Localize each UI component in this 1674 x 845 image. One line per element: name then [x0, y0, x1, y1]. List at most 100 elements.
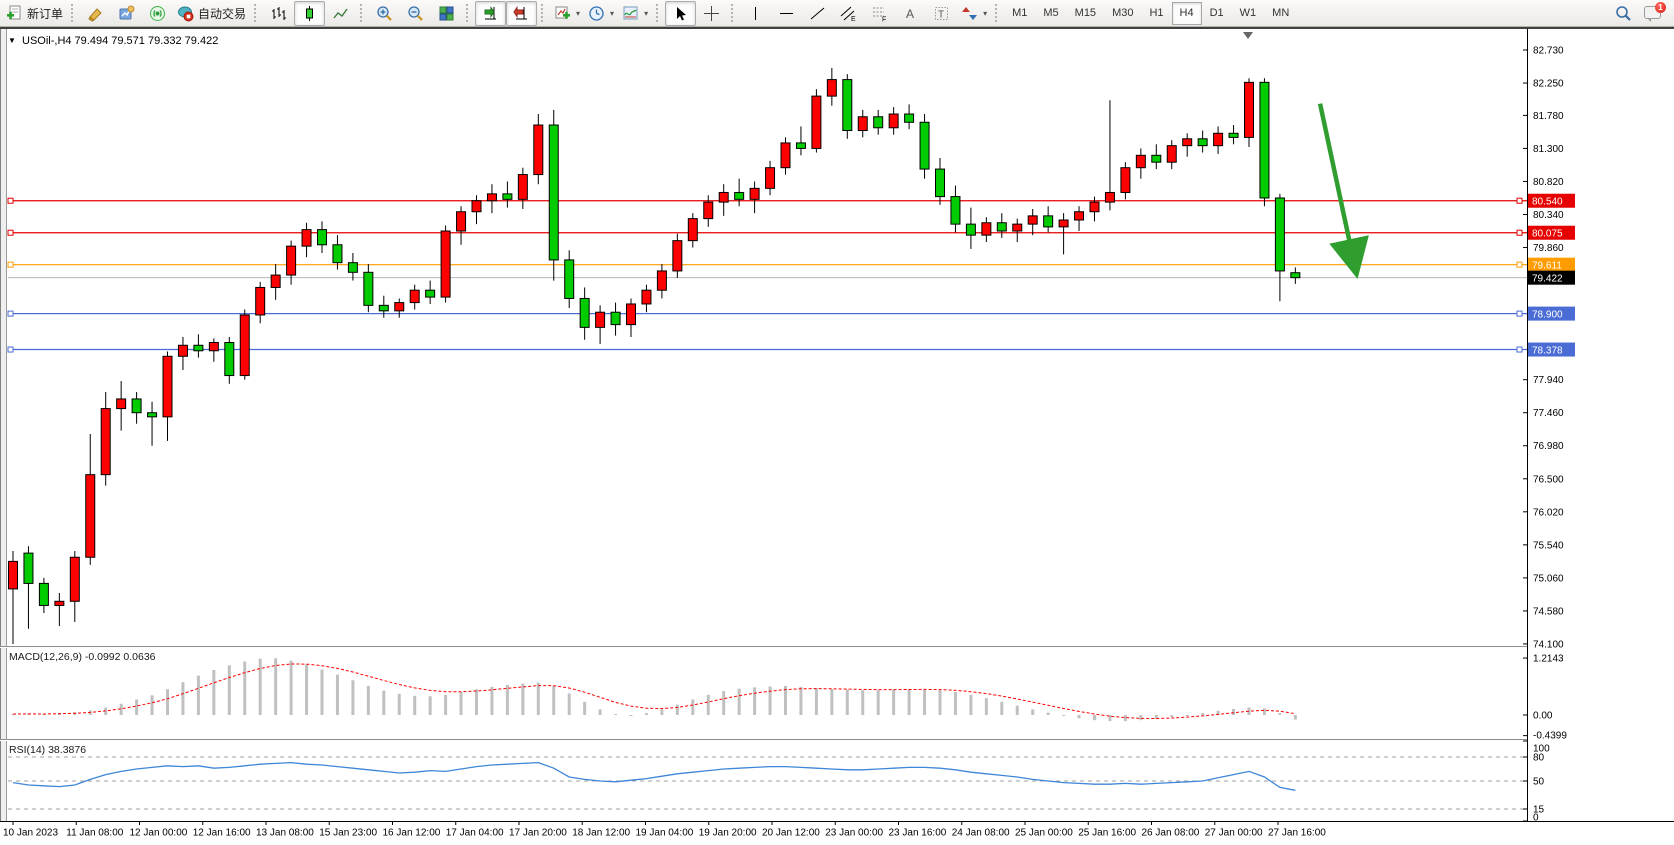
timeframe-button-h4[interactable]: H4 [1171, 1, 1202, 25]
price-tick-label: 77.460 [1533, 408, 1564, 419]
dropdown-caret-icon: ▾ [610, 8, 615, 18]
bar-chart-button[interactable] [263, 1, 294, 26]
zoom-in-button[interactable] [369, 1, 400, 26]
price-axis[interactable] [1528, 29, 1674, 821]
timeframe-button-m1[interactable]: M1 [1012, 7, 1028, 19]
candle-up [440, 230, 451, 298]
candle-down [347, 262, 358, 273]
arrows-shapes-button[interactable]: ▾ [957, 1, 991, 26]
candle-up [394, 302, 405, 312]
macd-histogram-bar [1170, 715, 1174, 717]
macd-histogram-bar [737, 688, 741, 715]
candle-up [1104, 191, 1115, 203]
toolbar-right-group: 1 [1615, 1, 1672, 22]
text-button[interactable]: A [895, 1, 926, 26]
fibonacci-button[interactable]: F [864, 1, 895, 26]
candle-up [177, 344, 188, 357]
cursor-button[interactable] [665, 0, 697, 26]
chart-shift-button[interactable] [506, 0, 538, 26]
signals-button[interactable] [142, 1, 173, 26]
macd-histogram-bar [1123, 715, 1127, 722]
macd-histogram-bar [1262, 708, 1266, 715]
timeframe-button-mn[interactable]: MN [1272, 7, 1290, 19]
chart-expand-icon[interactable]: ▼ [8, 36, 16, 45]
equidistant-channel-button[interactable]: E [833, 1, 864, 26]
macd-histogram-bar [1000, 701, 1004, 715]
rsi-line [12, 761, 1296, 791]
timeframe-button-m5[interactable]: M5 [1043, 7, 1059, 19]
toolbar-grip [71, 4, 76, 22]
macd-histogram-bar [135, 699, 139, 715]
vertical-line-button[interactable] [740, 1, 771, 26]
candle-up [826, 79, 837, 97]
candle-up [703, 201, 714, 220]
timeframe-button-w1[interactable]: W1 [1239, 7, 1257, 19]
macd-histogram-bar [1108, 715, 1112, 722]
candlestick-chart-button[interactable] [294, 0, 326, 26]
time-tick-label: 17 Jan 20:00 [509, 828, 567, 839]
tile-windows-button[interactable] [431, 1, 462, 26]
new-order-button[interactable]: 新订单 [2, 1, 67, 26]
macd-histogram-bar [953, 692, 957, 715]
candle-down [131, 398, 142, 414]
line-chart-button[interactable] [325, 1, 356, 26]
periods-button[interactable]: ▾ [584, 1, 618, 26]
toolbar-grip [656, 4, 661, 22]
candle-down [193, 344, 204, 352]
candle-up [672, 240, 683, 272]
eraser-button[interactable] [80, 1, 111, 26]
time-tick-label: 27 Jan 00:00 [1205, 828, 1263, 839]
fibonacci-icon: F [873, 7, 886, 22]
toolbar-grip [541, 4, 546, 22]
candle-up [286, 245, 297, 276]
candle-up [718, 191, 729, 203]
candle-down [795, 142, 806, 149]
macd-histogram-bar [1293, 715, 1297, 720]
annotation-arrow-down[interactable] [1317, 103, 1369, 280]
horizontal-line-icon [780, 12, 794, 14]
candle-down [502, 193, 513, 200]
crosshair-button[interactable] [696, 1, 727, 26]
macd-histogram-bar [212, 669, 216, 715]
macd-histogram-bar [660, 709, 664, 715]
zoom-out-button[interactable] [400, 1, 431, 26]
macd-histogram-bar [722, 691, 726, 715]
price-axis-labels: 82.730 82.250 81.780 81.300 80.820 80.340 79.8… [1523, 46, 1575, 824]
trendline-button[interactable] [802, 1, 833, 26]
search-icon[interactable] [1615, 5, 1632, 22]
candle-up [765, 167, 776, 189]
chart-shift-marker[interactable] [1243, 32, 1253, 39]
notifications-button[interactable]: 1 [1644, 1, 1666, 22]
time-tick-label: 20 Jan 12:00 [762, 828, 820, 839]
indicators-button[interactable]: ▾ [618, 1, 652, 26]
macd-histogram-bar [1216, 710, 1220, 715]
timeframe-button-m15[interactable]: M15 [1074, 7, 1097, 19]
macd-histogram-bar [320, 669, 324, 715]
time-tick-label: 11 Jan 08:00 [66, 828, 124, 839]
candle-up [687, 218, 698, 242]
main-toolbar: 新订单 [0, 0, 1674, 27]
time-axis[interactable] [0, 822, 1674, 845]
timeframe-button-h1[interactable]: H1 [1149, 7, 1164, 19]
timeframe-button-d1[interactable]: D1 [1209, 7, 1224, 19]
candle-down [965, 223, 976, 236]
text-label-button[interactable]: T [926, 1, 957, 26]
autotrading-button[interactable]: 自动交易 [173, 1, 250, 26]
dropdown-caret-icon: ▾ [576, 8, 581, 18]
dropdown-caret-icon: ▾ [983, 8, 988, 18]
chart-canvas[interactable]: 82.730 82.250 81.780 81.300 80.820 80.340 79.8… [0, 29, 1674, 845]
expert-advisors-button[interactable] [111, 1, 142, 26]
new-order-icon [7, 5, 21, 19]
time-tick-label: 19 Jan 04:00 [636, 828, 694, 839]
new-chart-button[interactable]: ▾ [550, 1, 584, 26]
candle-up [656, 270, 667, 291]
hline-price-badge-label: 78.378 [1532, 345, 1563, 356]
horizontal-line-button[interactable] [771, 1, 802, 26]
candle-up [255, 286, 266, 316]
price-tick-label: 76.020 [1533, 507, 1564, 518]
candle-down [378, 304, 389, 312]
auto-scroll-button[interactable] [475, 0, 507, 26]
timeframe-button-m30[interactable]: M30 [1112, 7, 1134, 19]
macd-histogram-bar [614, 714, 618, 716]
